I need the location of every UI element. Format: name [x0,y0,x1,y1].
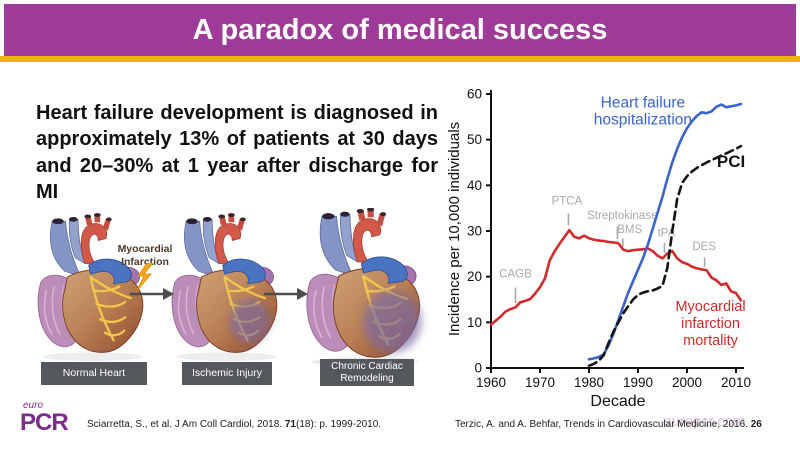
y-tick-label: 10 [467,315,482,330]
citation-volume: 26 [750,419,762,430]
arrow-right-icon [130,288,174,300]
citation-text: Sciarretta, S., et al. J Am Coll Cardiol… [87,419,285,430]
x-tick-label: 1960 [476,375,506,390]
x-tick-label: 1990 [623,375,653,390]
citation-volume: 71 [284,419,296,430]
citation-left: Sciarretta, S., et al. J Am Coll Cardiol… [87,419,381,430]
curve-label: PCI [717,152,745,171]
y-tick-label: 60 [467,86,482,101]
trends-chart: 1960 1970 1980 1990 2000 2010 0 10 20 30 40 50 60 Dec… [448,86,751,410]
y-tick-label: 30 [467,223,482,238]
citation-text: Terzic, A. and A. Behfar, Trends in Card… [455,419,751,430]
myocardial-infarction-caption: Myocardial Infarction [117,243,173,269]
annotation-label: PTCA [552,196,583,208]
y-tick-label: 0 [474,361,482,376]
logo-euro-text: euro [23,400,44,411]
watermark: europcr.com [663,413,746,430]
citation-right: Terzic, A. and A. Behfar, Trends in Card… [455,419,762,430]
ischemic-injury-heart-illustration [170,212,278,363]
y-axis-label: Incidence per 10,000 individuals [448,122,463,336]
y-tick-label: 40 [467,178,482,193]
annotation-label: Streptokinase [587,210,657,222]
remodeled-heart-illustration [305,208,422,368]
citation-text: (18): p. 1999-2010. [296,419,382,430]
logo-pcr-text: PCR [20,409,69,436]
y-tick-label: 20 [467,269,482,284]
curve-label: Myocardial infarction mortality [675,299,745,349]
stage-label-chronic-remodeling: Chronic Cardiac Remodeling [320,359,414,386]
header-band: A paradox of medical success [4,4,796,56]
annotation-label: CAGB [499,269,532,281]
x-tick-label: 1970 [525,375,555,390]
lightning-bolt-icon [135,263,154,293]
stage-label-normal-heart: Normal Heart [41,362,147,385]
series-line [489,228,743,326]
curve-label: Heart failure hospitalization [594,95,692,129]
x-tick-label: 2010 [721,375,751,390]
y-tick-label: 50 [467,132,482,147]
europcr-logo: euro PCR [20,400,69,436]
statement-text: Heart failure development is diagnosed i… [36,102,438,204]
arrow-right-icon [264,288,308,300]
slide-title: A paradox of medical success [192,14,608,46]
gold-divider [0,56,800,62]
x-tick-label: 2000 [672,375,702,390]
annotation-label: DES [692,241,716,253]
stage-label-ischemic-injury: Ischemic Injury [182,362,272,385]
x-axis-label: Decade [590,393,645,410]
series-line [587,144,743,368]
x-tick-label: 1980 [574,375,604,390]
annotation-label: BMS [617,224,642,236]
heart-progression-figure: Myocardial Infarction Normal Heart Ische… [25,207,440,397]
